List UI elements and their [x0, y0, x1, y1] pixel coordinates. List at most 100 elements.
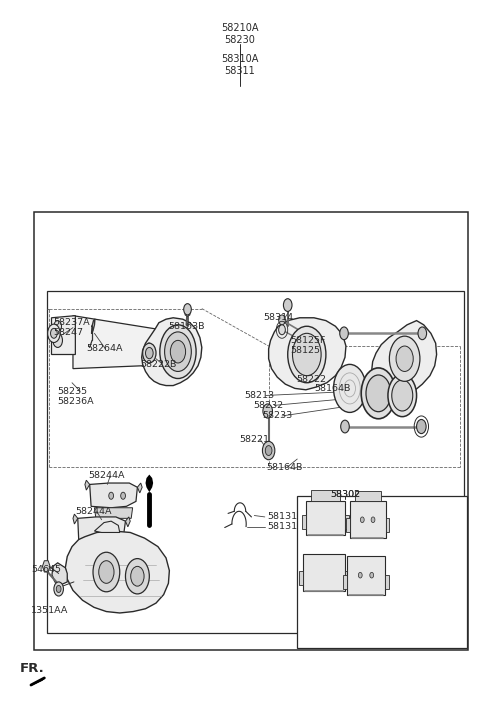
Circle shape	[263, 404, 273, 418]
Polygon shape	[343, 575, 347, 589]
Circle shape	[53, 333, 62, 347]
Polygon shape	[355, 491, 381, 501]
Polygon shape	[350, 501, 385, 538]
Circle shape	[48, 324, 60, 342]
Text: 1351AA: 1351AA	[31, 605, 68, 615]
Circle shape	[389, 336, 420, 381]
Circle shape	[184, 303, 192, 315]
Text: 58164B: 58164B	[314, 384, 350, 393]
Text: 58163B: 58163B	[168, 322, 205, 331]
Circle shape	[279, 325, 285, 335]
Text: 58131: 58131	[268, 523, 298, 531]
Polygon shape	[30, 678, 45, 686]
Circle shape	[370, 572, 373, 578]
Polygon shape	[185, 305, 190, 316]
Polygon shape	[346, 518, 350, 532]
Polygon shape	[85, 480, 90, 490]
Text: 58222B: 58222B	[141, 360, 177, 369]
Circle shape	[340, 327, 348, 340]
Polygon shape	[385, 518, 389, 532]
Polygon shape	[78, 517, 125, 542]
Text: 58302: 58302	[330, 490, 360, 499]
Circle shape	[165, 332, 192, 372]
Circle shape	[371, 517, 375, 523]
Polygon shape	[372, 320, 437, 397]
Text: 58247: 58247	[53, 328, 83, 337]
Polygon shape	[65, 531, 169, 613]
Text: 58233: 58233	[262, 411, 292, 420]
Polygon shape	[95, 521, 120, 532]
Text: 58131: 58131	[268, 513, 298, 521]
Circle shape	[359, 572, 362, 578]
Polygon shape	[345, 571, 349, 586]
Bar	[47, 291, 464, 633]
Text: 58264A: 58264A	[86, 345, 123, 353]
Circle shape	[388, 374, 417, 417]
Polygon shape	[303, 554, 345, 591]
Circle shape	[265, 445, 272, 455]
Circle shape	[392, 380, 413, 411]
Circle shape	[109, 492, 114, 499]
Circle shape	[99, 561, 114, 584]
Text: 58235: 58235	[58, 386, 88, 396]
Text: 58230: 58230	[225, 35, 255, 45]
Polygon shape	[90, 483, 137, 508]
Polygon shape	[269, 318, 346, 390]
Text: 58236A: 58236A	[58, 396, 95, 406]
Circle shape	[360, 517, 364, 523]
Polygon shape	[95, 508, 132, 518]
Polygon shape	[345, 515, 349, 529]
Circle shape	[263, 442, 275, 459]
Text: 58210A: 58210A	[221, 23, 259, 33]
Polygon shape	[385, 575, 389, 589]
Text: 58314: 58314	[263, 313, 293, 323]
Polygon shape	[51, 316, 75, 354]
Text: FR.: FR.	[20, 662, 44, 675]
Text: 58125: 58125	[290, 346, 320, 354]
Text: 58221: 58221	[239, 435, 269, 444]
Circle shape	[145, 347, 153, 359]
Circle shape	[288, 326, 326, 383]
Circle shape	[334, 364, 366, 413]
Circle shape	[125, 559, 149, 594]
Text: 58244A: 58244A	[75, 507, 112, 515]
Text: 58232: 58232	[253, 401, 284, 410]
Polygon shape	[311, 490, 340, 501]
Polygon shape	[302, 515, 306, 529]
Polygon shape	[52, 563, 67, 585]
Polygon shape	[306, 501, 345, 535]
Polygon shape	[137, 483, 142, 493]
Text: 58222: 58222	[296, 375, 326, 384]
Text: 58244A: 58244A	[89, 471, 125, 481]
Circle shape	[418, 327, 427, 340]
Circle shape	[50, 328, 57, 338]
Polygon shape	[347, 556, 385, 595]
Circle shape	[279, 315, 285, 325]
Circle shape	[283, 298, 292, 311]
Polygon shape	[73, 316, 161, 369]
Circle shape	[361, 368, 396, 419]
Text: 58213: 58213	[245, 391, 275, 400]
Polygon shape	[125, 517, 130, 527]
Circle shape	[54, 582, 63, 596]
Circle shape	[131, 566, 144, 586]
Text: 58125F: 58125F	[290, 336, 325, 345]
Polygon shape	[142, 318, 202, 386]
Text: 58311: 58311	[225, 66, 255, 76]
Bar	[297, 496, 467, 647]
Circle shape	[170, 340, 186, 363]
Circle shape	[56, 586, 61, 593]
Text: 54645: 54645	[31, 564, 61, 574]
Circle shape	[396, 346, 413, 372]
Circle shape	[160, 325, 196, 379]
Polygon shape	[42, 561, 50, 572]
Circle shape	[143, 343, 156, 363]
Text: 58237A: 58237A	[53, 318, 90, 328]
Circle shape	[120, 492, 125, 499]
Circle shape	[341, 420, 349, 433]
Polygon shape	[83, 541, 120, 552]
Polygon shape	[73, 514, 78, 524]
Circle shape	[417, 420, 426, 434]
Polygon shape	[299, 571, 303, 586]
Circle shape	[366, 375, 391, 412]
